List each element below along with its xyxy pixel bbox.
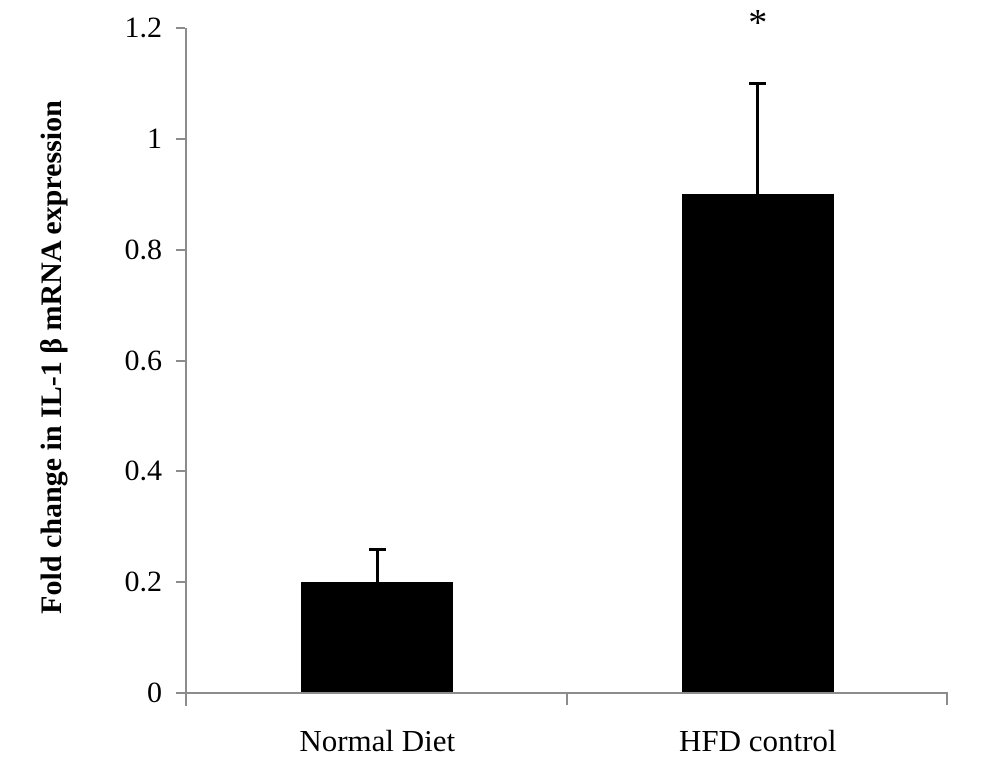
y-axis-tick-label: 1 [147,121,162,155]
y-axis-tick-label: 0.6 [124,343,163,377]
significance-asterisk: * [748,2,768,44]
y-axis-tick-label: 0.8 [124,232,163,266]
error-bar-line [375,548,379,583]
bar-hfd-control [681,194,834,693]
y-axis-tick [176,137,185,140]
x-category-label: Normal Diet [299,723,456,758]
x-axis-line [187,692,948,694]
y-axis-tick [176,581,185,584]
y-axis-tick-label: 0.2 [124,565,163,599]
x-axis-tick [946,692,948,705]
error-bar-cap [749,82,767,86]
y-axis-line [185,28,187,706]
y-axis-tick [176,27,185,29]
x-axis-tick [565,692,568,705]
y-axis-tick [176,470,185,473]
error-bar-cap [368,547,386,551]
y-axis-tick [176,359,185,362]
bar-normal-diet [301,582,454,693]
y-axis-tick-label: 0.4 [124,454,163,488]
y-axis-tick [176,248,185,251]
y-axis-tick-label: 0 [147,676,162,709]
y-axis-tick [176,692,185,694]
y-axis-title: Fold change in IL-1 β mRNA expression [35,100,68,614]
error-bar-line [756,83,760,195]
x-category-label: HFD control [678,723,837,758]
y-axis-tick-label: 1.2 [124,11,163,44]
